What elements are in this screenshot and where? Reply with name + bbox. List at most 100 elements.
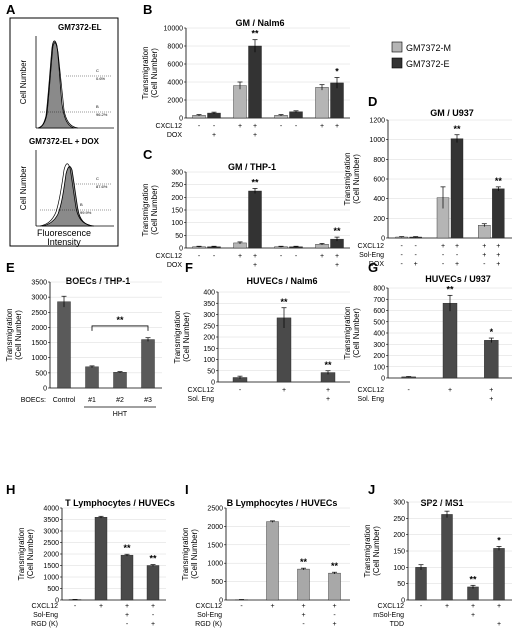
panel-d-row-value: +: [482, 243, 486, 250]
panel-g-ytick-label: 500: [373, 319, 385, 326]
panel-d-ytick-label: 200: [373, 216, 385, 223]
panel-g-title: HUVECs / U937: [425, 274, 491, 284]
gate-c-top-label: C: [96, 68, 99, 73]
panel-h-row-value: +: [125, 612, 129, 619]
panel-c-ytick-label: 250: [171, 182, 183, 189]
panel-c-significance: **: [333, 226, 341, 236]
panel-i-row-value: +: [332, 621, 336, 628]
panel-c-ytick-label: 50: [175, 233, 183, 240]
panel-c-ylabel2: (Cell Number): [150, 185, 159, 235]
panel-a: A GM7372-EL Cell Number C 0.6% B 96.2% G…: [6, 2, 119, 247]
panel-d-row-value: -: [400, 252, 403, 259]
panel-f-row-value: +: [326, 396, 330, 403]
panel-b-row-value: +: [253, 123, 257, 130]
panel-b-ytick-label: 8000: [167, 44, 183, 51]
panel-b-row-label: CXCL12: [156, 123, 183, 130]
panel-h-row-label: RGD (K): [31, 621, 58, 628]
panel-f-significance: **: [280, 297, 288, 307]
histogram-xlabel-line2: Intensity: [47, 237, 81, 247]
panel-g-letter: G: [368, 260, 378, 275]
panel-g-row-label: CXCL12: [358, 387, 385, 394]
panel-d-row-value: +: [414, 261, 418, 268]
panel-h-ytick-label: 4000: [43, 506, 59, 513]
panel-f-ytick-label: 0: [211, 380, 215, 387]
panel-b-ytick-label: 4000: [167, 80, 183, 87]
panel-c-row-value: -: [213, 253, 216, 260]
histogram-top-fill: [37, 40, 75, 129]
panel-c-ytick-label: 150: [171, 208, 183, 215]
panel-c-row-value: -: [295, 253, 298, 260]
panel-d-title: GM / U937: [430, 108, 474, 118]
panel-h-bar: [146, 565, 160, 601]
histogram-xlabel-line1: Fluorescence: [37, 228, 91, 238]
panel-b-bar: [315, 87, 329, 119]
panel-e-category-label: #2: [116, 397, 124, 404]
panel-e-sublabel: HHT: [113, 411, 128, 418]
panel-c-row-value: +: [335, 262, 339, 269]
panel-j-ytick-label: 250: [393, 516, 405, 523]
panel-e-ytick-label: 500: [35, 370, 47, 377]
panel-e-ytick-label: 2000: [31, 325, 47, 332]
panel-a-frame: [9, 17, 119, 247]
panel-c-row-value: +: [238, 253, 242, 260]
gate-b-bottom-label: B: [80, 202, 83, 207]
gate-b-top-value: 96.2%: [96, 112, 108, 117]
panel-i-ytick-label: 0: [219, 598, 223, 605]
panel-h-ytick-label: 1000: [43, 575, 59, 582]
panel-g-ytick-label: 300: [373, 342, 385, 349]
panel-b-ytick-label: 0: [179, 116, 183, 123]
panel-d-row-value: +: [455, 261, 459, 268]
panel-j-ytick-label: 50: [397, 581, 405, 588]
panel-d-significance: **: [495, 176, 503, 186]
panel-d-ytick-label: 0: [381, 236, 385, 243]
panel-h: H T Lymphocytes / HUVECs 0 500 1000 1500 2000 2…: [6, 482, 175, 628]
panel-j-row-label: TDD: [390, 621, 404, 628]
panel-h-title: T Lymphocytes / HUVECs: [65, 498, 175, 508]
panel-g-row-value: -: [407, 387, 410, 394]
gate-b-bottom-value: 99.9%: [80, 210, 92, 215]
panel-e-ytick-label: 0: [43, 386, 47, 393]
panel-j-row-value: +: [497, 603, 501, 610]
panel-j-significance: *: [497, 535, 501, 545]
panel-i-ytick-label: 2500: [207, 506, 223, 513]
panel-f-title: HUVECs / Nalm6: [246, 276, 317, 286]
panel-e-ytick-label: 1000: [31, 355, 47, 362]
panel-b-bar: [248, 45, 262, 119]
panel-c-row-value: +: [320, 253, 324, 260]
panel-j: J SP2 / MS1 0 50 100 150 200 250 300 Transmigrati…: [363, 482, 512, 628]
panel-d-row-value: +: [441, 243, 445, 250]
panel-d-bar: [450, 138, 464, 239]
panel-b-significance: **: [251, 29, 259, 39]
panel-c-row-value: +: [253, 253, 257, 260]
panel-e-bracket: [91, 325, 149, 331]
panel-d-row-label: Sol-Eng: [359, 252, 384, 259]
panel-c-row-label: CXCL12: [156, 253, 183, 260]
panel-j-row-value: +: [497, 621, 501, 628]
panel-j-row-value: +: [445, 603, 449, 610]
panel-e-category-label: #1: [88, 397, 96, 404]
panel-h-row-value: +: [99, 603, 103, 610]
panel-d-row-value: +: [482, 252, 486, 259]
panel-c: C GM / THP-1 0 50 100 150 200 250 300 Transmigrat…: [141, 147, 350, 269]
histogram-bottom-title: GM7372-EL + DOX: [29, 137, 100, 146]
panel-h-ytick-label: 3000: [43, 529, 59, 536]
panel-h-significance: **: [149, 554, 157, 564]
panel-j-bar: [493, 548, 505, 601]
panel-i-ytick-label: 500: [211, 579, 223, 586]
panel-j-bar: [415, 567, 427, 601]
panel-h-bar: [94, 517, 108, 601]
panel-d: D GM / U937 0 200 400 600 800 1000 1200 Transmigr…: [343, 94, 512, 268]
panel-f-ytick-label: 50: [207, 368, 215, 375]
panel-h-row-value: +: [151, 603, 155, 610]
panel-b-row-value: +: [253, 132, 257, 139]
panel-e-bar: [113, 372, 127, 389]
panel-c-letter: C: [143, 147, 153, 162]
panel-e: E BOECs / THP-1 0 500 1000 1500 2000 2500 3000 35…: [5, 260, 162, 418]
panel-e-category-label: Control: [53, 397, 76, 404]
panel-b-significance: *: [335, 67, 339, 77]
panel-d-row-value: -: [442, 261, 445, 268]
panel-e-bracket-label: **: [116, 315, 124, 325]
panel-g: G HUVECs / U937 0 100 200 300 400 500 600 700 800 T…: [343, 260, 512, 403]
histogram-top-title: GM7372-EL: [58, 23, 102, 32]
panel-f-row-value: -: [239, 387, 242, 394]
